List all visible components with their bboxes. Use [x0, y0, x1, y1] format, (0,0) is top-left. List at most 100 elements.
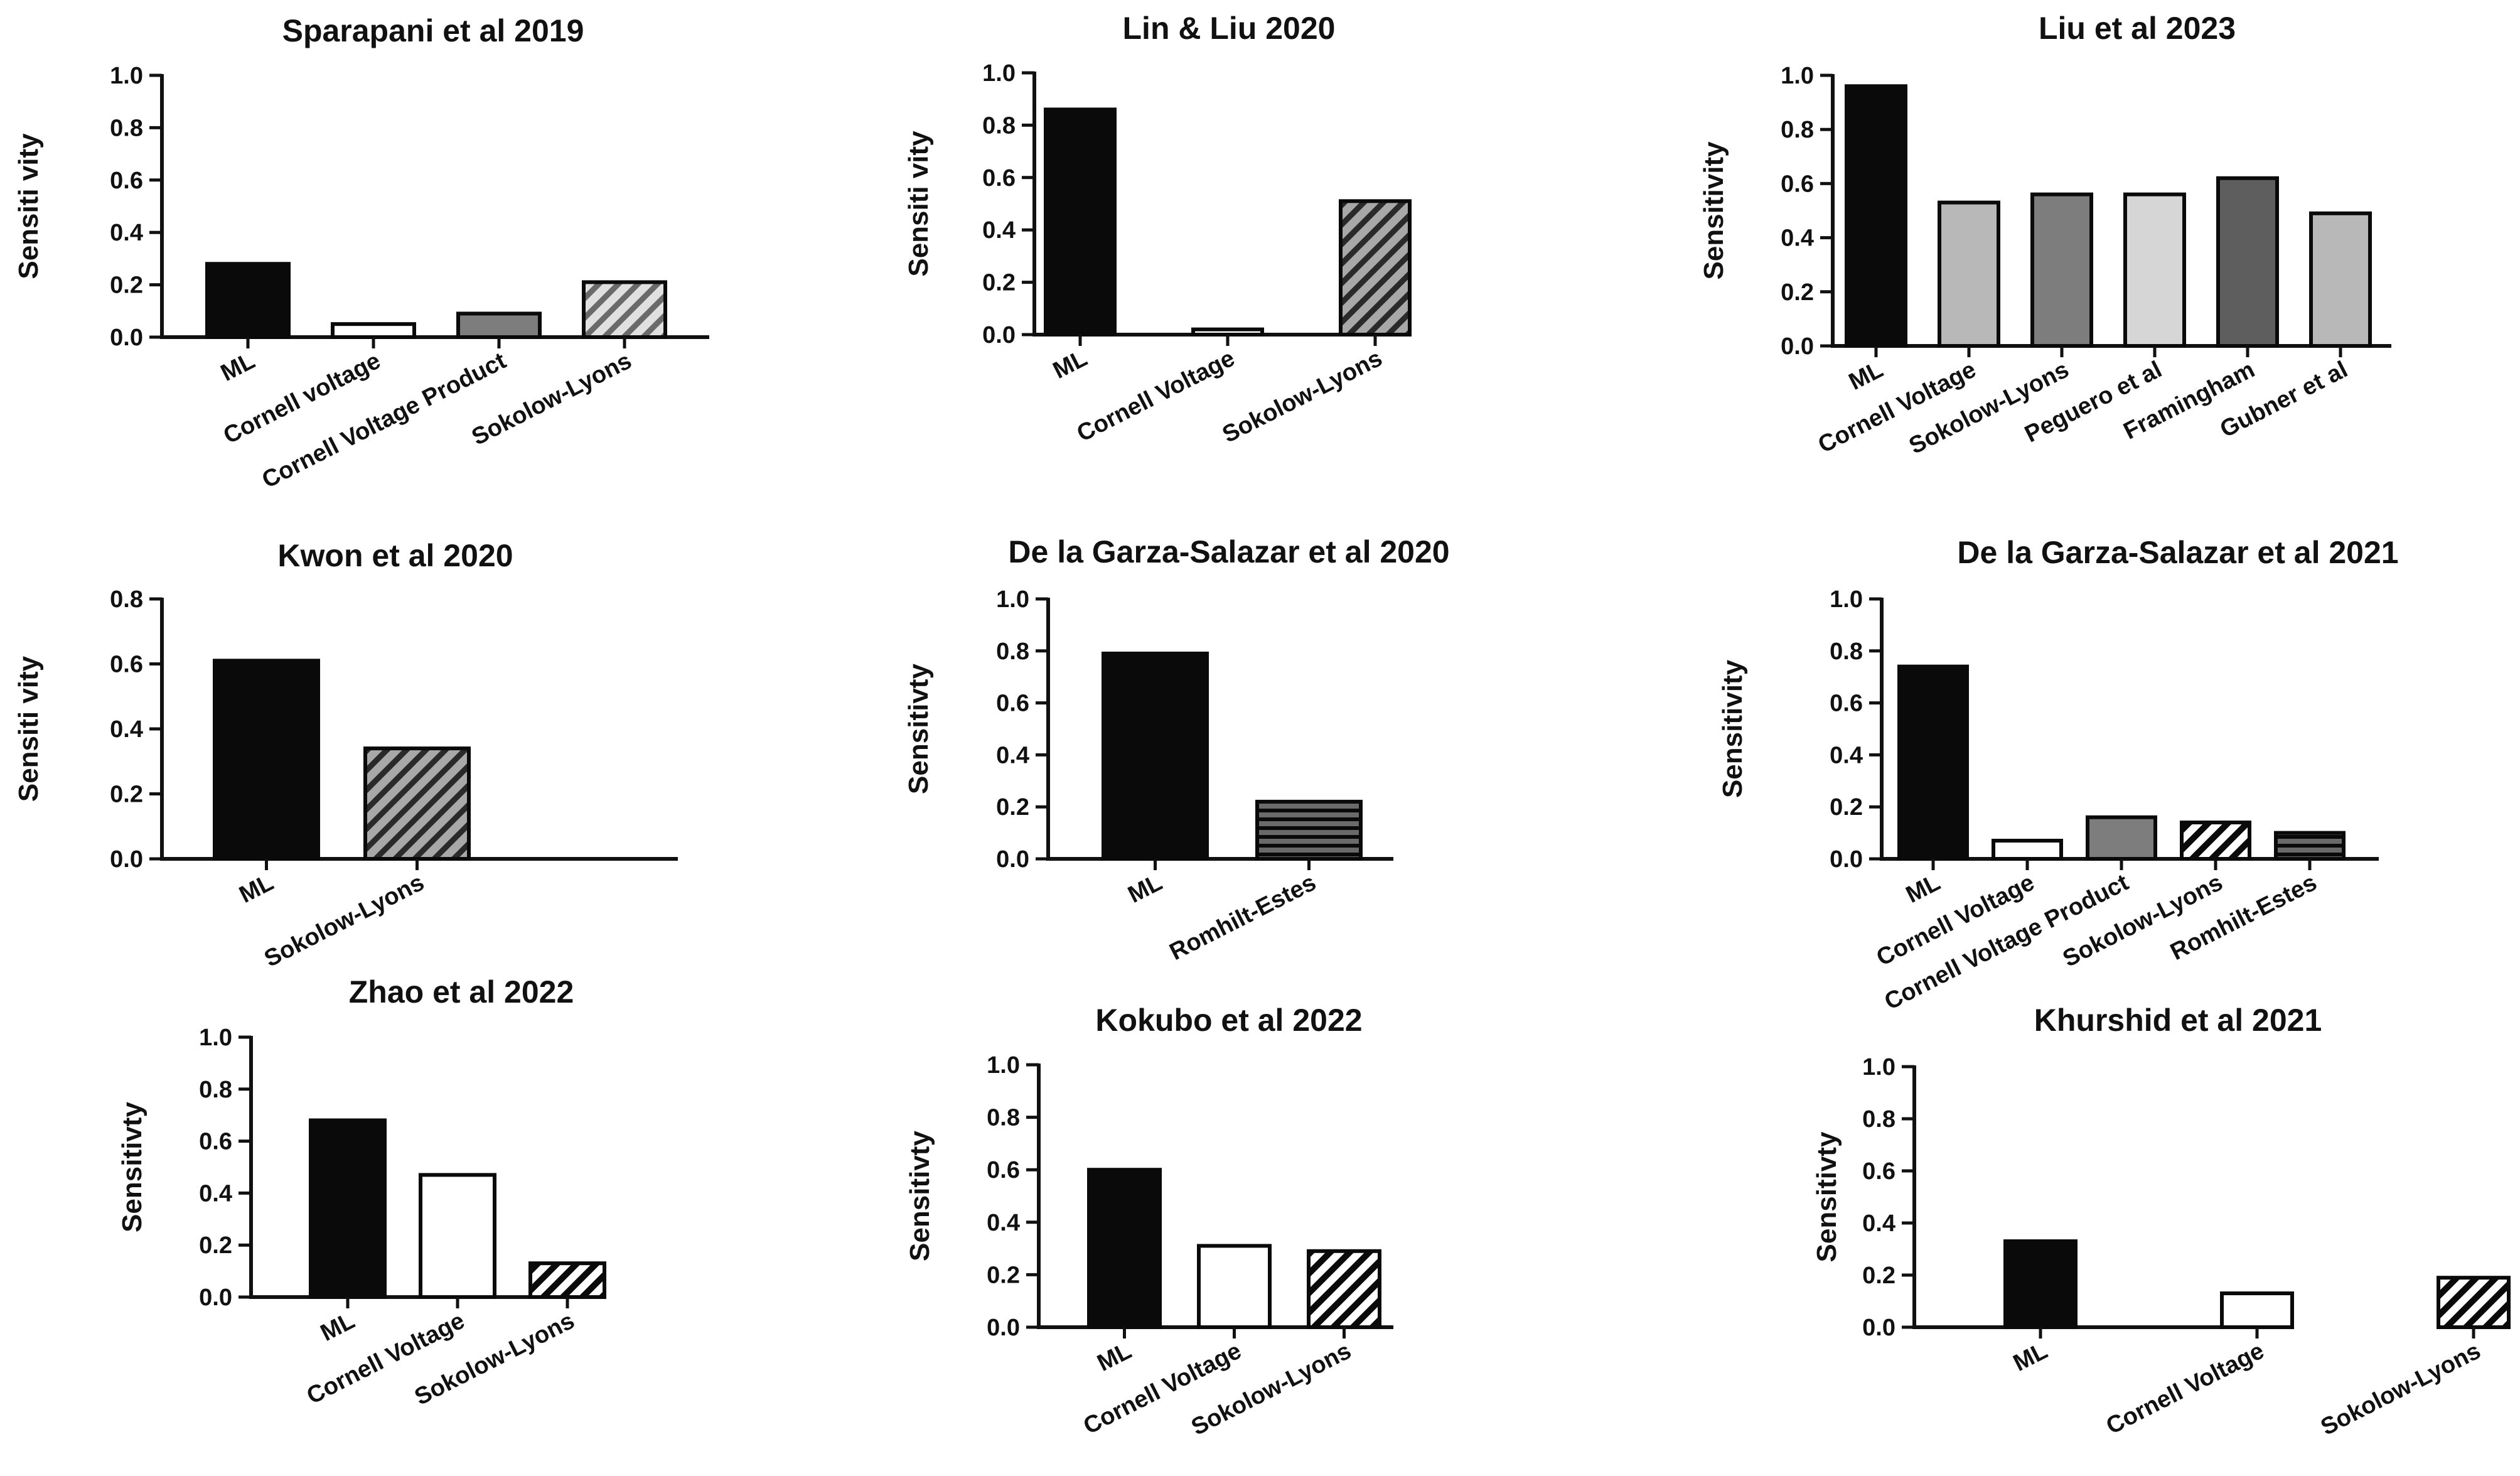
y-tick-label: 0.0 — [996, 846, 1029, 873]
y-tick-label: 0.6 — [199, 1129, 232, 1155]
y-tick-label: 1.0 — [110, 63, 143, 89]
y-tick-label: 0.8 — [1830, 638, 1863, 665]
y-axis-label: Sensiti vity — [903, 131, 934, 277]
x-category-label: Sokolow-Lyons — [1905, 357, 2073, 460]
y-tick-label: 0.8 — [110, 115, 143, 141]
y-tick-label: 0.8 — [987, 1105, 1020, 1131]
y-tick-label: 0.4 — [982, 217, 1016, 244]
chart-title: Khurshid et al 2021 — [2034, 1003, 2322, 1038]
y-tick-label: 0.4 — [110, 220, 143, 246]
chart-title: Kokubo et al 2022 — [1095, 1003, 1362, 1038]
x-category-label: ML — [235, 870, 278, 908]
chart-title: De la Garza-Salazar et al 2020 — [1008, 534, 1449, 569]
bar — [528, 1261, 606, 1300]
y-tick-label: 0.4 — [996, 742, 1029, 768]
y-tick-label: 0.0 — [1830, 846, 1863, 873]
y-tick-label: 0.2 — [110, 272, 143, 299]
y-tick-label: 0.0 — [110, 846, 143, 873]
y-tick-label: 0.0 — [110, 325, 143, 351]
x-category-label: ML — [1124, 870, 1167, 908]
x-category-label: ML — [1093, 1338, 1136, 1377]
x-category-label: ML — [316, 1308, 359, 1347]
x-category-label: Sokolow-Lyons — [260, 870, 429, 972]
x-category-label: ML — [1845, 357, 1887, 396]
chart-panels: Sparapani et al 2019 Sensiti vity 0.0 0.2 0.… — [13, 11, 2511, 1441]
x-category-label: ML — [2009, 1338, 2052, 1377]
x-category-label: Cornell Voltage Product — [258, 347, 511, 493]
bar — [2220, 1291, 2294, 1330]
y-tick-label: 0.2 — [1830, 794, 1863, 821]
y-tick-label: 0.0 — [1862, 1315, 1895, 1341]
bar — [205, 262, 291, 339]
y-tick-label: 0.8 — [1862, 1106, 1895, 1133]
y-tick-label: 0.0 — [982, 322, 1016, 348]
bar — [1938, 200, 2000, 348]
y-tick-label: 1.0 — [199, 1025, 232, 1051]
y-tick-label: 0.0 — [987, 1315, 1020, 1341]
y-tick-label: 0.8 — [110, 586, 143, 613]
bar — [1102, 651, 1209, 861]
chart-panel: De la Garza-Salazar et al 2021 Sensitivit… — [1717, 535, 2399, 1015]
y-tick-label: 0.2 — [1781, 279, 1814, 306]
y-tick-label: 0.6 — [1781, 171, 1814, 197]
y-tick-label: 0.0 — [1781, 333, 1814, 360]
y-tick-label: 1.0 — [1781, 63, 1814, 89]
y-tick-label: 0.2 — [1862, 1263, 1895, 1289]
y-tick-label: 0.6 — [1830, 691, 1863, 717]
y-tick-label: 1.0 — [1862, 1054, 1895, 1080]
x-category-label: Sokolow-Lyons — [2317, 1338, 2485, 1441]
bar — [419, 1173, 496, 1300]
bar — [1339, 199, 1412, 337]
y-tick-label: 0.4 — [110, 716, 143, 743]
y-tick-label: 0.2 — [199, 1232, 232, 1259]
y-tick-label: 0.0 — [199, 1285, 232, 1311]
bar — [2309, 211, 2372, 348]
bar — [1255, 799, 1363, 861]
y-tick-label: 0.8 — [982, 112, 1016, 139]
chart-panel: Lin & Liu 2020 Sensiti vity 0.0 0.2 0.4 0.6 0.… — [903, 11, 1412, 448]
x-category-label: Sokolow-Lyons — [2059, 870, 2227, 972]
y-tick-label: 0.6 — [1862, 1158, 1895, 1185]
y-axis-label: Sensitivty — [1811, 1131, 1842, 1262]
y-tick-label: 0.4 — [199, 1180, 232, 1207]
y-tick-label: 0.2 — [987, 1262, 1020, 1288]
y-tick-label: 0.8 — [199, 1077, 232, 1103]
y-axis-label: Sensitivity — [1717, 659, 1748, 798]
y-tick-label: 0.6 — [982, 165, 1016, 191]
y-axis-label: Sensiti vity — [13, 655, 44, 802]
y-tick-label: 0.4 — [987, 1210, 1020, 1236]
bar — [2216, 176, 2279, 348]
chart-title: Zhao et al 2022 — [349, 974, 574, 1010]
chart-title: De la Garza-Salazar et al 2021 — [1957, 535, 2398, 570]
x-category-label: ML — [1049, 345, 1091, 384]
bar — [2003, 1239, 2078, 1330]
y-axis-label: Sensiti vity — [13, 133, 44, 279]
bar — [309, 1118, 387, 1299]
y-axis-label: Sensitivty — [904, 1131, 935, 1261]
y-tick-label: 0.2 — [996, 794, 1029, 821]
chart-panel: Sparapani et al 2019 Sensiti vity 0.0 0.2 0.… — [13, 13, 709, 493]
bar — [2030, 192, 2093, 348]
bar — [1197, 1244, 1272, 1330]
chart-title: Lin & Liu 2020 — [1123, 11, 1336, 46]
bar — [1897, 664, 1969, 861]
chart-panel: Liu et al 2023 Sensitivity 0.0 0.2 0.4 0.6 0.8… — [1698, 11, 2391, 460]
y-axis-label: Sensitivity — [1698, 141, 1729, 280]
bar — [2123, 192, 2186, 348]
chart-panel: Zhao et al 2022 Sensitivty 0.0 0.2 0.4 0.6 0.8… — [117, 974, 606, 1411]
chart-panel: De la Garza-Salazar et al 2020 Sensitivty… — [903, 534, 1450, 966]
x-category-label: Cornell Voltage — [2102, 1338, 2268, 1440]
y-tick-label: 0.6 — [987, 1157, 1020, 1183]
y-tick-label: 1.0 — [1830, 586, 1863, 613]
y-tick-label: 0.2 — [982, 270, 1016, 296]
y-tick-label: 0.4 — [1830, 742, 1863, 768]
x-category-label: Cornell Voltage — [1073, 345, 1239, 448]
y-tick-label: 0.4 — [1862, 1210, 1895, 1237]
x-category-label: ML — [1902, 870, 1944, 908]
bar — [2274, 831, 2346, 861]
bar — [1087, 1168, 1162, 1329]
y-tick-label: 1.0 — [982, 60, 1016, 87]
bar — [1044, 107, 1117, 337]
x-category-label: Cornell Voltage — [1814, 357, 1980, 459]
